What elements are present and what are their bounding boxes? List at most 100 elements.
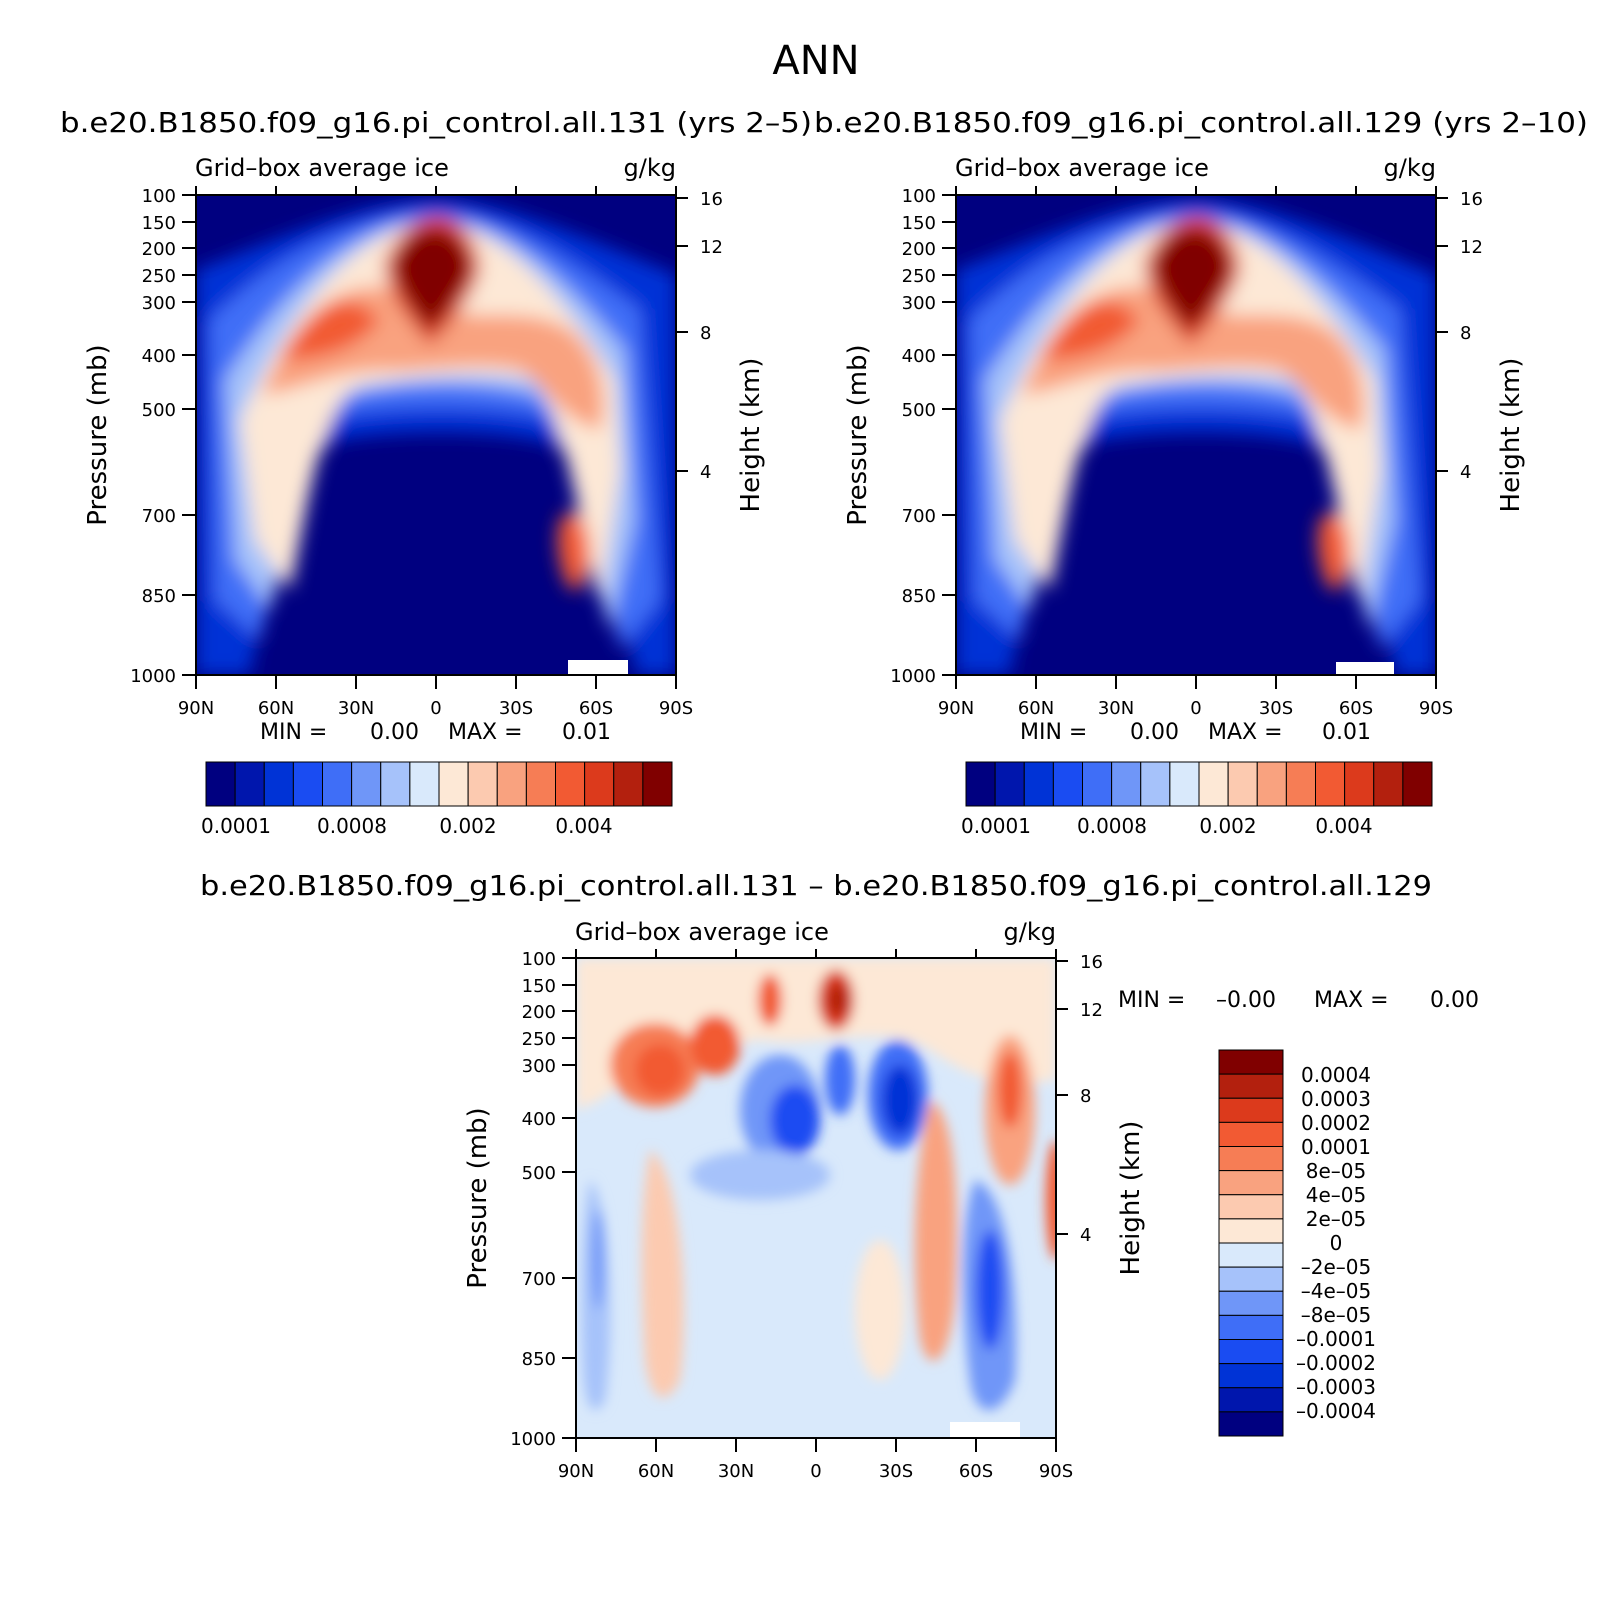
lat-tick-label: 90N (558, 1461, 594, 1482)
pressure-tick-label: 850 (142, 586, 176, 607)
pressure-tick: 700 (522, 1269, 576, 1290)
colorbar-label: 0.004 (1315, 814, 1372, 838)
colorbar-swatch (555, 761, 586, 807)
pressure-tick: 150 (902, 213, 956, 234)
pressure-tick-label: 100 (142, 186, 176, 207)
lat-tick-label: 90S (1039, 1461, 1073, 1482)
colorbar-swatch (1198, 761, 1229, 807)
lat-tick-label: 60N (1018, 698, 1054, 719)
diff-pressure-axis: 100 150 200 250 300 400 500 700 850 1000 (510, 949, 576, 1450)
pressure-tick: 1000 (890, 666, 956, 687)
pressure-tick-label: 150 (902, 213, 936, 234)
pressure-tick-label: 1000 (890, 666, 936, 687)
pressure-tick-label: 700 (522, 1269, 556, 1290)
colorbar-swatch (1082, 761, 1113, 807)
diff-tropical-negative-b (825, 1045, 855, 1115)
diff-pressure-label: Pressure (mb) (463, 1107, 493, 1288)
case-b-lat-axis: 90N 60N 30N 0 30S 60S 90S (938, 186, 1453, 719)
panel-difference: b.e20.B1850.f09_g16.pi_control.all.131 –… (200, 869, 1479, 1482)
lat-tick-label: 90N (938, 698, 974, 719)
height-tick-label: 12 (1460, 237, 1483, 258)
case-a-title: b.e20.B1850.f09_g16.pi_control.all.131 (… (60, 106, 812, 139)
colorbar-swatch (1111, 761, 1142, 807)
colorbar-swatch (438, 761, 469, 807)
colorbar-swatch (1218, 1266, 1284, 1292)
lat-tick: 60N (1018, 186, 1054, 719)
pressure-tick: 700 (142, 506, 196, 527)
colorbar-swatch (496, 761, 527, 807)
pressure-tick: 200 (902, 239, 956, 260)
case-a-min-value: 0.00 (370, 720, 419, 745)
height-tick-label: 16 (1460, 189, 1483, 210)
colorbar-swatch (263, 761, 294, 807)
diff-units: g/kg (1004, 918, 1056, 946)
pressure-tick: 250 (902, 266, 956, 287)
colorbar-swatch (1218, 1073, 1284, 1099)
pressure-tick-label: 500 (142, 400, 176, 421)
pressure-tick-label: 850 (902, 586, 936, 607)
case-a-contour-l8 (394, 229, 470, 330)
diff-colorbar (1218, 1049, 1284, 1437)
lat-tick: 90S (1039, 949, 1073, 1482)
diff-mid-negative-band (690, 1150, 830, 1200)
diff-low-positive-patch (855, 1240, 905, 1380)
colorbar-swatch (1227, 761, 1258, 807)
colorbar-swatch (994, 761, 1025, 807)
colorbar-swatch (1402, 761, 1433, 807)
pressure-tick-label: 250 (142, 266, 176, 287)
lat-tick: 30S (499, 186, 533, 719)
lat-tick: 90S (659, 186, 693, 719)
colorbar-label: 0 (1330, 1231, 1343, 1255)
pressure-tick-label: 300 (902, 293, 936, 314)
colorbar-label: 0.0008 (1077, 814, 1147, 838)
diff-colorbar-labels: 0.0004 0.0003 0.0002 0.0001 8e–05 4e–05 … (1296, 1063, 1376, 1423)
case-b-pressure-label: Pressure (mb) (843, 344, 873, 525)
colorbar-label: –0.0001 (1296, 1327, 1376, 1351)
lat-tick: 90N (178, 186, 214, 719)
pressure-tick-label: 500 (522, 1163, 556, 1184)
colorbar-swatch (1023, 761, 1054, 807)
colorbar-swatch (1140, 761, 1171, 807)
colorbar-swatch (1218, 1194, 1284, 1220)
height-tick-label: 12 (1080, 1000, 1103, 1021)
height-tick: 12 (1056, 1000, 1103, 1021)
colorbar-swatch (1315, 761, 1346, 807)
case-b-height-label: Height (km) (1496, 358, 1526, 513)
colorbar-label: 0.0003 (1301, 1087, 1371, 1111)
case-b-contour-l6 (1040, 301, 1140, 360)
lat-tick-label: 0 (430, 698, 441, 719)
height-tick-label: 16 (700, 189, 723, 210)
colorbar-swatch (584, 761, 615, 807)
height-tick: 16 (1436, 189, 1483, 210)
pressure-tick-label: 250 (902, 266, 936, 287)
pressure-tick-label: 150 (522, 976, 556, 997)
pressure-tick: 300 (902, 293, 956, 314)
lat-tick-label: 30N (1098, 698, 1134, 719)
diff-field (576, 958, 1056, 1438)
height-tick: 8 (1436, 323, 1471, 344)
case-b-colorbar (965, 761, 1433, 807)
colorbar-swatch (1218, 1218, 1284, 1244)
pressure-tick: 500 (902, 400, 956, 421)
diff-sh-low-negative-core (976, 1230, 1004, 1350)
lat-tick-label: 90S (1419, 698, 1453, 719)
diff-max-label: MAX = (1314, 988, 1389, 1013)
case-a-pressure-axis: 100 150 200 250 300 400 500 700 850 1000 (130, 186, 196, 687)
diff-height-label: Height (km) (1116, 1121, 1146, 1276)
pressure-tick: 500 (142, 400, 196, 421)
height-tick-label: 4 (1080, 1225, 1091, 1246)
height-tick: 12 (1436, 237, 1483, 258)
colorbar-swatch (1218, 1290, 1284, 1316)
pressure-tick: 300 (522, 1056, 576, 1077)
diff-missing-data (950, 1422, 1020, 1438)
pressure-tick-label: 700 (142, 506, 176, 527)
colorbar-swatch (1218, 1314, 1284, 1340)
colorbar-swatch (965, 761, 996, 807)
colorbar-swatch (380, 761, 411, 807)
height-tick: 8 (1056, 1086, 1091, 1107)
pressure-tick-label: 200 (522, 1002, 556, 1023)
pressure-tick: 850 (142, 586, 196, 607)
height-tick: 12 (676, 237, 723, 258)
lat-tick: 0 (1190, 186, 1202, 719)
pressure-tick: 100 (522, 949, 576, 970)
